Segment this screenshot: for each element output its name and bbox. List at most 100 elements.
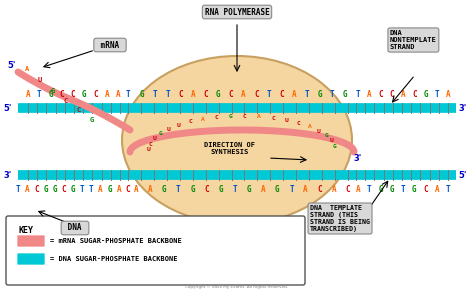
Text: 3': 3' [354, 153, 362, 163]
FancyBboxPatch shape [6, 216, 305, 285]
Text: C: C [59, 89, 64, 98]
Text: T: T [267, 89, 271, 98]
Text: C: C [64, 98, 68, 104]
Text: G: G [107, 185, 112, 193]
Text: C: C [148, 142, 152, 147]
Text: C: C [62, 185, 66, 193]
Text: T: T [89, 185, 94, 193]
Text: U: U [317, 129, 320, 134]
Text: C: C [423, 185, 428, 193]
Ellipse shape [122, 56, 352, 224]
Text: T: T [80, 185, 84, 193]
Text: = DNA SUGAR-PHOSPHATE BACKBONE: = DNA SUGAR-PHOSPHATE BACKBONE [50, 256, 177, 262]
Text: A: A [257, 114, 261, 119]
Text: C: C [279, 89, 284, 98]
Text: G: G [333, 144, 337, 149]
Text: G: G [162, 185, 166, 193]
Text: 5': 5' [459, 171, 467, 180]
Text: DNA  TEMPLATE
STRAND (THIS
STRAND IS BEING
TRANSCRIBED): DNA TEMPLATE STRAND (THIS STRAND IS BEIN… [310, 205, 370, 232]
Text: Copyright © Save My Exams. All Rights Reserved.: Copyright © Save My Exams. All Rights Re… [185, 285, 289, 289]
Text: T: T [153, 89, 157, 98]
Text: C: C [203, 89, 208, 98]
Text: DIRECTION OF
SYNTHESIS: DIRECTION OF SYNTHESIS [204, 141, 255, 155]
Text: A: A [201, 117, 205, 122]
Text: T: T [305, 89, 310, 98]
Text: A: A [117, 185, 121, 193]
Text: G: G [247, 185, 251, 193]
Text: C: C [318, 185, 322, 193]
Text: G: G [228, 114, 232, 119]
Text: G: G [140, 89, 144, 98]
Text: G: G [216, 89, 220, 98]
Text: U: U [167, 127, 171, 132]
Text: U: U [146, 147, 150, 152]
Text: 5': 5' [4, 103, 12, 113]
Text: T: T [367, 185, 372, 193]
Text: G: G [423, 89, 428, 98]
Text: C: C [71, 89, 75, 98]
Text: 5': 5' [8, 61, 16, 69]
Text: RNA POLYMERASE: RNA POLYMERASE [205, 8, 269, 16]
Text: T: T [435, 89, 439, 98]
Text: A: A [104, 89, 109, 98]
Text: U: U [284, 118, 288, 123]
Text: G: G [190, 185, 195, 193]
Text: G: G [390, 185, 394, 193]
Text: A: A [435, 185, 439, 193]
Text: T: T [356, 89, 360, 98]
Text: U: U [153, 136, 156, 141]
Text: A: A [446, 89, 450, 98]
Text: KEY: KEY [18, 226, 33, 235]
Text: G: G [43, 185, 48, 193]
Text: T: T [330, 89, 335, 98]
Text: G: G [48, 89, 53, 98]
Text: C: C [178, 89, 182, 98]
Text: C: C [297, 121, 301, 126]
Text: A: A [292, 89, 297, 98]
Text: A: A [261, 185, 265, 193]
Text: C: C [126, 185, 130, 193]
Text: A: A [367, 89, 372, 98]
Text: T: T [16, 185, 20, 193]
Text: A: A [303, 185, 308, 193]
Text: A: A [356, 185, 360, 193]
Text: C: C [390, 89, 394, 98]
Text: DNA: DNA [64, 223, 87, 233]
Text: T: T [126, 89, 130, 98]
Text: DNA
NONTEMPLATE
STRAND: DNA NONTEMPLATE STRAND [390, 30, 437, 50]
Text: C: C [77, 107, 81, 113]
Text: A: A [401, 89, 405, 98]
Text: G: G [324, 133, 328, 138]
Text: G: G [219, 185, 223, 193]
Text: A: A [25, 185, 29, 193]
Text: A: A [191, 89, 195, 98]
FancyBboxPatch shape [17, 253, 45, 265]
Text: C: C [34, 185, 39, 193]
Text: G: G [71, 185, 75, 193]
Text: U: U [38, 77, 42, 83]
Text: G: G [412, 185, 417, 193]
Text: A: A [25, 66, 29, 72]
Text: 3': 3' [4, 171, 12, 180]
Text: C: C [188, 119, 192, 124]
Text: G: G [343, 89, 347, 98]
Text: G: G [378, 185, 383, 193]
Text: = mRNA SUGAR-PHOSPHATE BACKBONE: = mRNA SUGAR-PHOSPHATE BACKBONE [50, 238, 182, 244]
Text: T: T [176, 185, 181, 193]
Text: A: A [148, 185, 153, 193]
Text: G: G [90, 117, 94, 123]
Text: T: T [401, 185, 405, 193]
Text: C: C [271, 116, 275, 121]
Text: mRNA: mRNA [96, 41, 124, 49]
Text: C: C [346, 185, 350, 193]
Text: A: A [26, 89, 30, 98]
Text: A: A [98, 185, 103, 193]
Text: G: G [51, 88, 55, 94]
Text: G: G [82, 89, 87, 98]
Text: C: C [228, 89, 233, 98]
Text: T: T [165, 89, 170, 98]
Text: C: C [243, 113, 246, 118]
Text: T: T [233, 185, 237, 193]
Text: C: C [254, 89, 259, 98]
Text: G: G [52, 185, 57, 193]
